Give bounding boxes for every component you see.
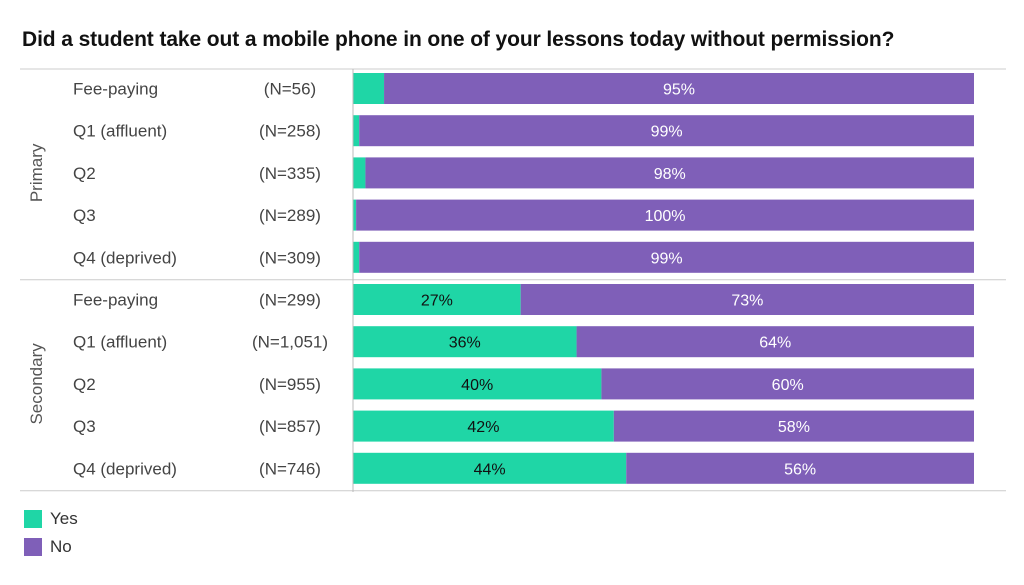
n-label-primary-4: (N=309) (259, 248, 321, 267)
legend-swatch-yes (24, 510, 42, 528)
value-label-yes-secondary-0: 27% (421, 293, 453, 310)
value-label-no-secondary-2: 60% (772, 377, 804, 394)
value-label-no-primary-3: 100% (645, 208, 686, 225)
chart-title: Did a student take out a mobile phone in… (22, 28, 895, 51)
bar-no-primary-4 (359, 241, 975, 273)
n-label-secondary-2: (N=955) (259, 375, 321, 394)
stacked-bar-chart: Fee-paying (N=56) 95% Q1 (affluent) (N=258) 9… (20, 68, 1006, 492)
bar-yes-secondary-3 (353, 410, 614, 442)
legend: Yes No (24, 508, 78, 564)
bar-yes-primary-0 (353, 73, 385, 104)
group-label-secondary: Secondary (27, 343, 46, 425)
value-label-no-secondary-1: 64% (759, 335, 791, 352)
n-label-secondary-4: (N=746) (259, 459, 321, 478)
category-label-secondary-2: Q2 (73, 375, 96, 394)
category-label-secondary-1: Q1 (affluent) (73, 333, 167, 352)
bar-yes-secondary-1 (353, 326, 577, 358)
bar-no-primary-0 (384, 73, 974, 104)
bar-yes-secondary-0 (353, 284, 521, 315)
bar-no-secondary-4 (626, 452, 974, 484)
bar-yes-primary-1 (353, 115, 360, 147)
n-label-secondary-3: (N=857) (259, 417, 321, 436)
bar-yes-primary-4 (353, 241, 360, 273)
bar-no-secondary-0 (520, 284, 974, 315)
legend-label-yes: Yes (50, 509, 78, 528)
n-label-primary-2: (N=335) (259, 164, 321, 183)
legend-item-yes: Yes (24, 508, 78, 530)
category-label-secondary-0: Fee-paying (73, 291, 158, 310)
category-label-primary-0: Fee-paying (73, 80, 158, 99)
category-label-primary-2: Q2 (73, 164, 96, 183)
category-label-primary-1: Q1 (affluent) (73, 122, 167, 141)
n-label-primary-0: (N=56) (264, 80, 316, 99)
bar-yes-secondary-4 (353, 452, 627, 484)
value-label-no-primary-0: 95% (663, 82, 695, 99)
value-label-no-secondary-4: 56% (784, 461, 816, 478)
value-label-yes-secondary-4: 44% (474, 461, 506, 478)
bar-yes-secondary-2 (353, 368, 602, 400)
value-label-no-secondary-3: 58% (778, 419, 810, 436)
n-label-primary-3: (N=289) (259, 206, 321, 225)
bar-no-secondary-2 (601, 368, 974, 400)
category-label-primary-3: Q3 (73, 206, 96, 225)
bar-no-primary-2 (365, 157, 974, 189)
legend-label-no: No (50, 537, 72, 556)
value-label-no-primary-1: 99% (651, 124, 683, 141)
value-label-no-primary-4: 99% (651, 250, 683, 267)
bar-no-secondary-3 (613, 410, 974, 442)
n-label-primary-1: (N=258) (259, 122, 321, 141)
legend-item-no: No (24, 536, 78, 558)
category-label-secondary-3: Q3 (73, 417, 96, 436)
value-label-no-primary-2: 98% (654, 166, 686, 183)
value-label-no-secondary-0: 73% (731, 293, 763, 310)
category-label-secondary-4: Q4 (deprived) (73, 459, 177, 478)
bar-yes-primary-2 (353, 157, 366, 189)
category-label-primary-4: Q4 (deprived) (73, 248, 177, 267)
n-label-secondary-1: (N=1,051) (252, 333, 328, 352)
bar-no-primary-1 (359, 115, 975, 147)
group-label-primary: Primary (27, 143, 46, 202)
bar-no-primary-3 (356, 199, 975, 231)
legend-swatch-no (24, 538, 42, 556)
value-label-yes-secondary-3: 42% (467, 419, 499, 436)
value-label-yes-secondary-1: 36% (449, 335, 481, 352)
bar-no-secondary-1 (576, 326, 974, 358)
bar-yes-primary-3 (353, 199, 357, 231)
n-label-secondary-0: (N=299) (259, 291, 321, 310)
value-label-yes-secondary-2: 40% (461, 377, 493, 394)
